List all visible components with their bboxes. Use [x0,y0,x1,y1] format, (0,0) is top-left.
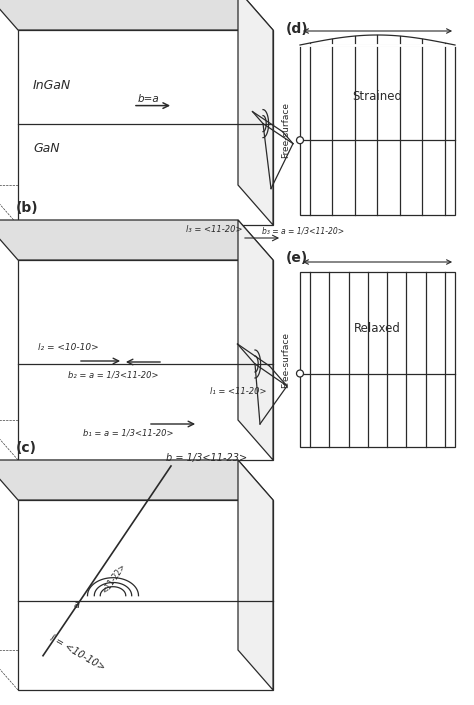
Text: b₃ = a = 1/3<11-20>: b₃ = a = 1/3<11-20> [263,226,345,235]
Text: Free-surface: Free-surface [282,331,291,388]
Text: GaN: GaN [33,142,60,154]
Text: <11-22>: <11-22> [101,561,128,595]
Polygon shape [238,0,273,225]
Polygon shape [18,260,273,460]
Text: (c): (c) [16,441,37,455]
Text: l₁ = <11-20>: l₁ = <11-20> [210,387,266,396]
Bar [300,45,455,215]
Polygon shape [0,220,273,260]
Polygon shape [238,220,273,460]
Text: InGaN: InGaN [33,78,71,92]
Text: b₂ = a = 1/3<11-20>: b₂ = a = 1/3<11-20> [68,371,158,380]
Text: l = <10-10>: l = <10-10> [48,633,107,673]
Polygon shape [238,460,273,690]
Text: Relaxed: Relaxed [354,321,401,334]
Circle shape [297,370,303,377]
Text: l₂ = <10-10>: l₂ = <10-10> [38,343,99,352]
Text: (d): (d) [286,22,309,36]
Circle shape [297,137,303,144]
Text: b = 1/3<11-23>: b = 1/3<11-23> [166,453,247,463]
Bar [300,272,455,447]
Text: b=a: b=a [138,94,160,104]
Text: Free-surface: Free-surface [282,102,291,158]
Text: Strained: Strained [353,90,402,102]
Text: $a$: $a$ [73,600,80,610]
Polygon shape [18,500,273,690]
Text: l₃ = <11-20>: l₃ = <11-20> [186,225,243,234]
Polygon shape [0,460,273,500]
Text: (e): (e) [286,251,308,265]
Text: b₁ = a = 1/3<11-20>: b₁ = a = 1/3<11-20> [83,429,173,438]
Polygon shape [0,0,273,30]
Text: (b): (b) [16,201,38,215]
Polygon shape [18,30,273,225]
